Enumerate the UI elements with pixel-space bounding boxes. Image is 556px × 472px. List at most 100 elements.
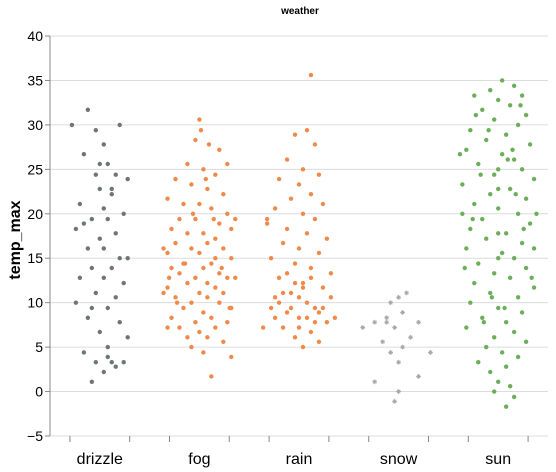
data-point-fog <box>229 355 233 359</box>
data-point-fog <box>213 285 217 289</box>
points-layer <box>70 73 539 409</box>
data-point-drizzle <box>106 162 110 166</box>
data-point-drizzle <box>90 306 94 310</box>
data-point-sun <box>480 316 484 320</box>
data-point-sun <box>464 148 468 152</box>
data-point-sun <box>484 345 488 349</box>
data-point-sun <box>468 227 472 231</box>
data-point-drizzle <box>114 231 118 235</box>
data-point-sun <box>488 88 492 92</box>
x-tick-label-sun: sun <box>485 451 511 468</box>
data-point-rain <box>269 306 273 310</box>
data-point-sun <box>506 157 510 161</box>
data-point-drizzle <box>110 187 114 191</box>
data-point-sun <box>500 152 504 156</box>
data-point-snow <box>396 389 401 394</box>
data-point-sun <box>492 172 496 176</box>
data-point-drizzle <box>86 108 90 112</box>
data-point-sun <box>463 266 467 270</box>
data-point-fog <box>197 291 201 295</box>
data-point-rain <box>285 310 289 314</box>
data-point-fog <box>197 202 201 206</box>
data-point-drizzle <box>125 335 129 339</box>
data-point-fog <box>221 246 225 250</box>
data-point-drizzle <box>106 345 110 349</box>
data-point-snow <box>392 399 397 404</box>
data-point-rain <box>297 295 301 299</box>
data-point-fog <box>205 281 209 285</box>
data-point-rain <box>313 217 317 221</box>
data-point-snow <box>388 300 393 305</box>
data-point-rain <box>313 142 317 146</box>
data-point-sun <box>478 172 482 176</box>
data-point-fog <box>225 212 229 216</box>
data-point-rain <box>277 300 281 304</box>
y-tick-label: 15 <box>27 250 43 266</box>
y-tick-label: 10 <box>27 295 43 311</box>
data-point-sun <box>532 246 536 250</box>
data-point-sun <box>496 187 500 191</box>
data-point-sun <box>512 395 516 399</box>
data-point-sun <box>512 330 516 334</box>
data-point-drizzle <box>110 192 114 196</box>
data-point-fog <box>213 236 217 240</box>
data-point-sun <box>512 84 516 88</box>
data-point-fog <box>161 246 165 250</box>
data-point-drizzle <box>70 123 74 127</box>
data-point-fog <box>193 320 197 324</box>
data-point-snow <box>416 374 421 379</box>
data-point-snow <box>400 310 405 315</box>
data-point-rain <box>277 276 281 280</box>
data-point-fog <box>173 295 177 299</box>
data-point-fog <box>173 177 177 181</box>
data-point-fog <box>209 206 213 210</box>
data-point-rain <box>289 306 293 310</box>
data-point-rain <box>265 217 269 221</box>
data-point-fog <box>181 202 185 206</box>
data-point-drizzle <box>106 217 110 221</box>
data-point-rain <box>281 241 285 245</box>
x-tick-label-fog: fog <box>188 451 210 468</box>
data-point-snow <box>384 320 389 325</box>
data-point-rain <box>313 306 317 310</box>
data-point-sun <box>496 167 500 171</box>
data-point-fog <box>205 295 209 299</box>
data-point-drizzle <box>114 364 118 368</box>
data-point-fog <box>185 335 189 339</box>
y-tick-label: −5 <box>27 428 43 444</box>
data-point-rain <box>301 212 305 216</box>
x-tick-label-rain: rain <box>286 451 313 468</box>
data-point-fog <box>177 217 181 221</box>
data-point-sun <box>484 138 488 142</box>
data-point-sun <box>484 236 488 240</box>
data-point-fog <box>225 162 229 166</box>
data-point-sun <box>504 132 508 136</box>
y-tick-label: 30 <box>27 117 43 133</box>
data-point-sun <box>492 271 496 275</box>
data-point-rain <box>261 325 265 329</box>
data-point-drizzle <box>114 172 118 176</box>
data-point-drizzle <box>86 316 90 320</box>
data-point-rain <box>309 330 313 334</box>
y-tick-label: 40 <box>27 28 43 44</box>
data-point-sun <box>516 212 520 216</box>
data-point-drizzle <box>78 276 82 280</box>
data-point-drizzle <box>118 320 122 324</box>
data-point-fog <box>205 335 209 339</box>
data-point-sun <box>534 212 538 216</box>
data-point-sun <box>521 227 525 231</box>
data-point-sun <box>492 389 496 393</box>
data-point-drizzle <box>74 227 78 231</box>
data-point-fog <box>213 172 217 176</box>
data-point-fog <box>217 221 221 225</box>
data-point-rain <box>297 325 301 329</box>
data-point-sun <box>492 117 496 121</box>
data-point-rain <box>285 227 289 231</box>
data-point-sun <box>458 152 462 156</box>
data-point-drizzle <box>114 295 118 299</box>
data-point-fog <box>212 217 216 221</box>
data-point-rain <box>273 206 277 210</box>
data-point-drizzle <box>102 370 106 374</box>
data-point-rain <box>301 281 305 285</box>
data-point-sun <box>520 310 524 314</box>
